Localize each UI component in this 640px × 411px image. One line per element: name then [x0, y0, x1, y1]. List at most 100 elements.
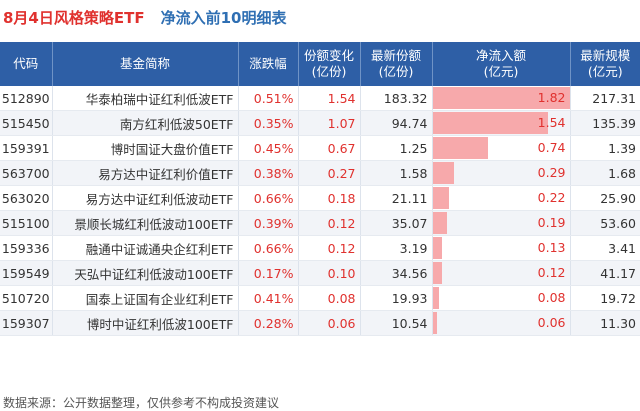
- cell-change: 0.45%: [238, 135, 299, 161]
- table-row: 515450 南方红利低波50ETF 0.35% 1.07 94.74 1.54 135.3…: [0, 110, 640, 136]
- cell-change: 0.66%: [238, 235, 299, 261]
- table-row: 512890 华泰柏瑞中证红利低波ETF 0.51% 1.54 183.32 1.82 21…: [0, 86, 640, 111]
- cell-change: 0.35%: [238, 110, 299, 136]
- source-note: 数据来源：公开数据整理，仅供参考不构成投资建议: [3, 396, 280, 410]
- cell-scale: 11.30: [570, 310, 640, 336]
- cell-share-change: 0.27: [298, 160, 361, 186]
- inflow-value: 1.82: [537, 90, 566, 105]
- cell-inflow: 0.08: [432, 285, 571, 311]
- cell-code: 159549: [0, 260, 53, 286]
- cell-inflow: 0.29: [432, 160, 571, 186]
- inflow-value: 0.19: [537, 215, 566, 230]
- table-row: 159549 天弘中证红利低波动100ETF 0.17% 0.10 34.56 0.12 4…: [0, 260, 640, 286]
- table-row: 159307 博时中证红利低波100ETF 0.28% 0.06 10.54 0.06 11…: [0, 310, 640, 336]
- title-bar: 8月4日风格策略ETF 净流入前10明细表: [0, 0, 640, 34]
- cell-name: 景顺长城红利低波动100ETF: [52, 210, 239, 236]
- cell-code: 515100: [0, 210, 53, 236]
- cell-share: 1.25: [360, 135, 433, 161]
- table-row: 563700 易方达中证红利价值ETF 0.38% 0.27 1.58 0.29 1.68: [0, 160, 640, 186]
- cell-inflow: 0.74: [432, 135, 571, 161]
- table-row: 510720 国泰上证国有企业红利ETF 0.41% 0.08 19.93 0.08 19.…: [0, 285, 640, 311]
- cell-scale: 3.41: [570, 235, 640, 261]
- inflow-bar: [432, 212, 447, 234]
- cell-inflow: 0.19: [432, 210, 571, 236]
- cell-scale: 53.60: [570, 210, 640, 236]
- cell-scale: 41.17: [570, 260, 640, 286]
- cell-share-change: 0.12: [298, 235, 361, 261]
- cell-name: 易方达中证红利价值ETF: [52, 160, 239, 186]
- cell-share: 21.11: [360, 185, 433, 211]
- cell-share: 183.32: [360, 86, 433, 111]
- cell-change: 0.51%: [238, 86, 299, 111]
- inflow-bar: [432, 137, 489, 159]
- header-name: 基金简称: [52, 42, 239, 86]
- cell-change: 0.39%: [238, 210, 299, 236]
- cell-name: 华泰柏瑞中证红利低波ETF: [52, 86, 239, 111]
- cell-share: 34.56: [360, 260, 433, 286]
- cell-scale: 1.68: [570, 160, 640, 186]
- cell-scale: 217.31: [570, 86, 640, 111]
- table-row: 159336 融通中证诚通央企红利ETF 0.66% 0.12 3.19 0.13 3.41: [0, 235, 640, 261]
- cell-share-change: 0.10: [298, 260, 361, 286]
- inflow-value: 0.08: [537, 290, 566, 305]
- cell-scale: 19.72: [570, 285, 640, 311]
- cell-inflow: 0.06: [432, 310, 571, 336]
- inflow-bar: [432, 162, 455, 184]
- header-code: 代码: [0, 42, 53, 86]
- cell-share-change: 0.18: [298, 185, 361, 211]
- cell-share-change: 0.67: [298, 135, 361, 161]
- cell-name: 博时国证大盘价值ETF: [52, 135, 239, 161]
- cell-inflow: 0.13: [432, 235, 571, 261]
- cell-share: 10.54: [360, 310, 433, 336]
- cell-scale: 25.90: [570, 185, 640, 211]
- cell-change: 0.28%: [238, 310, 299, 336]
- title-main: 净流入前10明细表: [160, 8, 287, 27]
- cell-share: 3.19: [360, 235, 433, 261]
- table-row: 159391 博时国证大盘价值ETF 0.45% 0.67 1.25 0.74 1.39: [0, 135, 640, 161]
- inflow-bar: [432, 287, 439, 309]
- inflow-value: 0.12: [537, 265, 566, 280]
- header-inflow: 净流入额 (亿元): [432, 42, 571, 86]
- inflow-value: 1.54: [537, 115, 566, 130]
- inflow-bar: [432, 262, 442, 284]
- header-scale: 最新规模 (亿元): [570, 42, 640, 86]
- cell-code: 159336: [0, 235, 53, 261]
- cell-share-change: 1.54: [298, 86, 361, 111]
- cell-change: 0.17%: [238, 260, 299, 286]
- inflow-bar: [432, 112, 549, 134]
- cell-change: 0.66%: [238, 185, 299, 211]
- title-prefix: 8月4日风格策略ETF: [3, 8, 145, 27]
- cell-name: 天弘中证红利低波动100ETF: [52, 260, 239, 286]
- inflow-bar: [432, 87, 569, 109]
- cell-change: 0.41%: [238, 285, 299, 311]
- cell-name: 易方达中证红利低波动ETF: [52, 185, 239, 211]
- cell-scale: 135.39: [570, 110, 640, 136]
- cell-code: 512890: [0, 86, 53, 111]
- cell-share: 94.74: [360, 110, 433, 136]
- inflow-value: 0.13: [537, 240, 566, 255]
- inflow-value: 0.29: [537, 165, 566, 180]
- cell-name: 南方红利低波50ETF: [52, 110, 239, 136]
- cell-share: 19.93: [360, 285, 433, 311]
- cell-scale: 1.39: [570, 135, 640, 161]
- cell-share: 1.58: [360, 160, 433, 186]
- cell-code: 515450: [0, 110, 53, 136]
- table-row: 515100 景顺长城红利低波动100ETF 0.39% 0.12 35.07 0.19 5…: [0, 210, 640, 236]
- cell-change: 0.38%: [238, 160, 299, 186]
- header-share: 最新份额 (亿份): [360, 42, 433, 86]
- table-row: 563020 易方达中证红利低波动ETF 0.66% 0.18 21.11 0.22 25.…: [0, 185, 640, 211]
- cell-share-change: 0.12: [298, 210, 361, 236]
- header-change: 涨跌幅: [238, 42, 299, 86]
- cell-name: 博时中证红利低波100ETF: [52, 310, 239, 336]
- inflow-bar: [432, 237, 443, 259]
- etf-inflow-table: 代码 基金简称 涨跌幅 份额变化 (亿份) 最新份额 (亿份) 净流入额 (亿元) 最…: [0, 42, 640, 336]
- inflow-value: 0.06: [537, 315, 566, 330]
- header-row: 代码 基金简称 涨跌幅 份额变化 (亿份) 最新份额 (亿份) 净流入额 (亿元) 最…: [0, 42, 640, 86]
- cell-inflow: 0.22: [432, 185, 571, 211]
- cell-name: 融通中证诚通央企红利ETF: [52, 235, 239, 261]
- cell-inflow: 1.82: [432, 86, 571, 111]
- cell-code: 159391: [0, 135, 53, 161]
- cell-share: 35.07: [360, 210, 433, 236]
- inflow-bar: [432, 187, 450, 209]
- cell-code: 563020: [0, 185, 53, 211]
